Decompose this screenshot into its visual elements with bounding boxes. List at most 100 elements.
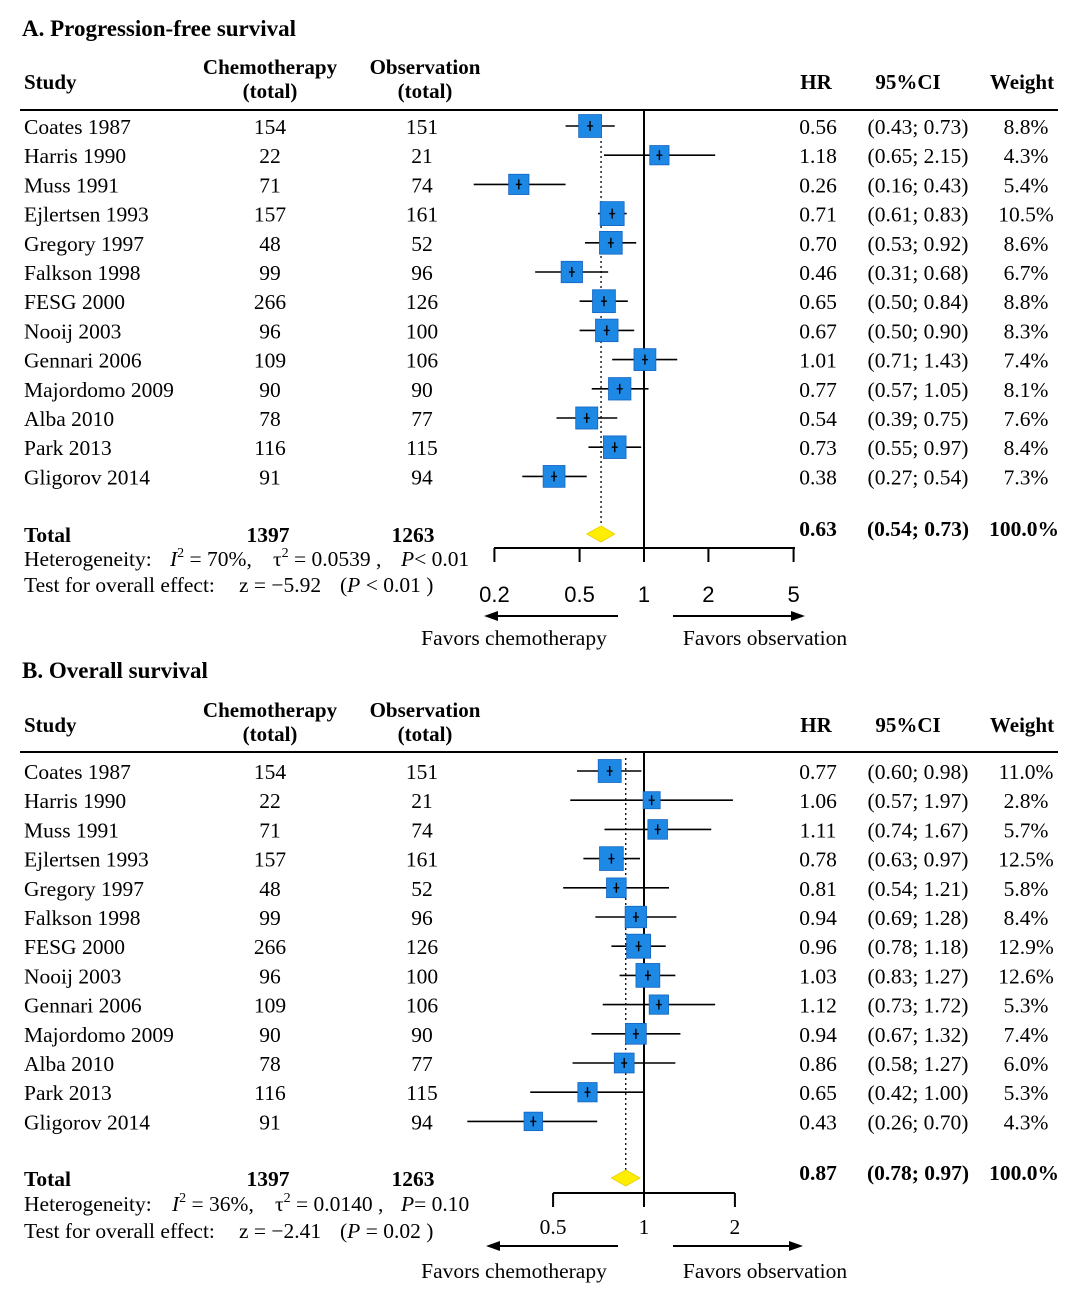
total-ci: (0.78; 0.97) [867, 1161, 969, 1185]
weight-value: 12.9% [998, 935, 1054, 959]
study-name: Falkson 1998 [24, 261, 140, 285]
obs-total: 106 [406, 349, 439, 373]
obs-total: 94 [411, 1110, 433, 1134]
weight-value: 8.4% [1004, 906, 1049, 930]
ci-value: (0.57; 1.05) [868, 378, 969, 402]
weight-value: 8.1% [1004, 378, 1049, 402]
study-name: Park 2013 [24, 436, 112, 460]
weight-value: 7.3% [1004, 465, 1049, 489]
study-row: Ejlertsen 1993 157 161 0.78 (0.63; 0.97) 12.5… [24, 846, 1054, 872]
ci-value: (0.57; 1.97) [868, 789, 969, 813]
weight-value: 11.0% [999, 760, 1054, 784]
panel-title: B. Overall survival [22, 658, 208, 683]
ci-value: (0.16; 0.43) [868, 173, 969, 197]
favors-left-arrowhead [486, 1241, 500, 1251]
ci-value: (0.42; 1.00) [868, 1081, 969, 1105]
chemo-total: 78 [259, 1052, 281, 1076]
hr-value: 0.67 [799, 319, 837, 343]
overall-effect-label: Test for overall effect: [24, 1219, 215, 1243]
total-obs: 1263 [392, 523, 435, 547]
obs-total: 126 [406, 290, 439, 314]
study-name: Harris 1990 [24, 144, 126, 168]
favors-chemotherapy-label: Favors chemotherapy [421, 626, 607, 650]
chemo-total: 99 [259, 261, 281, 285]
x-tick-label: 5 [787, 582, 799, 607]
ci-value: (0.31; 0.68) [868, 261, 969, 285]
study-row: Park 2013 116 115 0.65 (0.42; 1.00) 5.3% [24, 1081, 1048, 1105]
study-row: Ejlertsen 1993 157 161 0.71 (0.61; 0.83) 10.5… [24, 201, 1054, 227]
weight-value: 12.6% [998, 964, 1054, 988]
header-ci: 95%CI [875, 713, 940, 737]
weight-value: 7.6% [1004, 407, 1049, 431]
chemo-total: 96 [259, 319, 281, 343]
hr-value: 0.71 [799, 203, 837, 227]
heterogeneity-i2: I2 = 36%, [171, 1191, 254, 1216]
study-name: Gligorov 2014 [24, 465, 150, 489]
study-row: Coates 1987 154 151 0.77 (0.60; 0.98) 11.0% [24, 759, 1053, 784]
study-row: Harris 1990 22 21 1.18 (0.65; 2.15) 4.3% [24, 144, 1048, 168]
total-hr: 0.87 [799, 1161, 837, 1185]
obs-total: 151 [406, 760, 438, 784]
obs-total: 151 [406, 115, 438, 139]
chemo-total: 266 [254, 290, 287, 314]
weight-value: 7.4% [1004, 1023, 1049, 1047]
total-chemo: 1397 [247, 1167, 290, 1191]
study-row: Muss 1991 71 74 1.11 (0.74; 1.67) 5.7% [24, 818, 1048, 842]
ci-value: (0.60; 0.98) [868, 760, 969, 784]
hr-value: 0.26 [799, 173, 837, 197]
hr-value: 1.12 [799, 994, 837, 1018]
total-weight: 100.0% [989, 1161, 1059, 1185]
weight-value: 6.7% [1004, 261, 1049, 285]
hr-value: 0.46 [799, 261, 837, 285]
chemo-total: 90 [259, 1023, 281, 1047]
study-row: Falkson 1998 99 96 0.46 (0.31; 0.68) 6.7% [24, 260, 1049, 285]
study-name: Alba 2010 [24, 407, 114, 431]
heterogeneity-tau2: τ2 = 0.0539 , [273, 546, 381, 571]
hr-value: 0.77 [799, 760, 837, 784]
ci-value: (0.73; 1.72) [868, 994, 969, 1018]
chemo-total: 157 [254, 848, 287, 872]
chemo-total: 99 [259, 906, 281, 930]
study-name: Majordomo 2009 [24, 378, 174, 402]
ci-value: (0.50; 0.84) [868, 290, 969, 314]
obs-total: 21 [411, 144, 433, 168]
ci-value: (0.39; 0.75) [868, 407, 969, 431]
study-name: Park 2013 [24, 1081, 112, 1105]
ci-value: (0.26; 0.70) [868, 1110, 969, 1134]
header-weight: Weight [990, 713, 1054, 737]
chemo-total: 266 [254, 935, 287, 959]
study-name: Harris 1990 [24, 789, 126, 813]
weight-value: 2.8% [1004, 789, 1049, 813]
chemo-total: 22 [259, 789, 281, 813]
ci-value: (0.53; 0.92) [868, 232, 969, 256]
study-name: Nooij 2003 [24, 319, 121, 343]
ci-value: (0.71; 1.43) [868, 349, 969, 373]
study-name: Gligorov 2014 [24, 1110, 150, 1134]
study-name: Muss 1991 [24, 818, 119, 842]
chemo-total: 90 [259, 378, 281, 402]
total-ci: (0.54; 0.73) [867, 517, 969, 541]
ci-value: (0.43; 0.73) [868, 115, 969, 139]
study-row: Coates 1987 154 151 0.56 (0.43; 0.73) 8.8% [24, 114, 1048, 139]
favors-observation-label: Favors observation [683, 1259, 847, 1283]
panel-title: A. Progression-free survival [22, 16, 296, 41]
x-tick-label: 2 [730, 1215, 741, 1239]
weight-value: 5.7% [1004, 818, 1049, 842]
hr-value: 0.86 [799, 1052, 837, 1076]
total-hr: 0.63 [799, 517, 837, 541]
weight-value: 12.5% [998, 848, 1054, 872]
weight-value: 5.4% [1004, 173, 1049, 197]
study-name: Majordomo 2009 [24, 1023, 174, 1047]
overall-effect-label: Test for overall effect: [24, 573, 215, 597]
weight-value: 4.3% [1004, 144, 1049, 168]
hr-value: 0.65 [799, 290, 837, 314]
study-name: Gregory 1997 [24, 877, 144, 901]
favors-observation-label: Favors observation [683, 626, 847, 650]
study-name: Alba 2010 [24, 1052, 114, 1076]
ci-value: (0.83; 1.27) [868, 964, 969, 988]
hr-value: 0.81 [799, 877, 837, 901]
favors-right-arrowhead [791, 611, 805, 621]
study-row: FESG 2000 266 126 0.65 (0.50; 0.84) 8.8% [24, 289, 1048, 314]
study-row: Harris 1990 22 21 1.06 (0.57; 1.97) 2.8% [24, 789, 1048, 813]
